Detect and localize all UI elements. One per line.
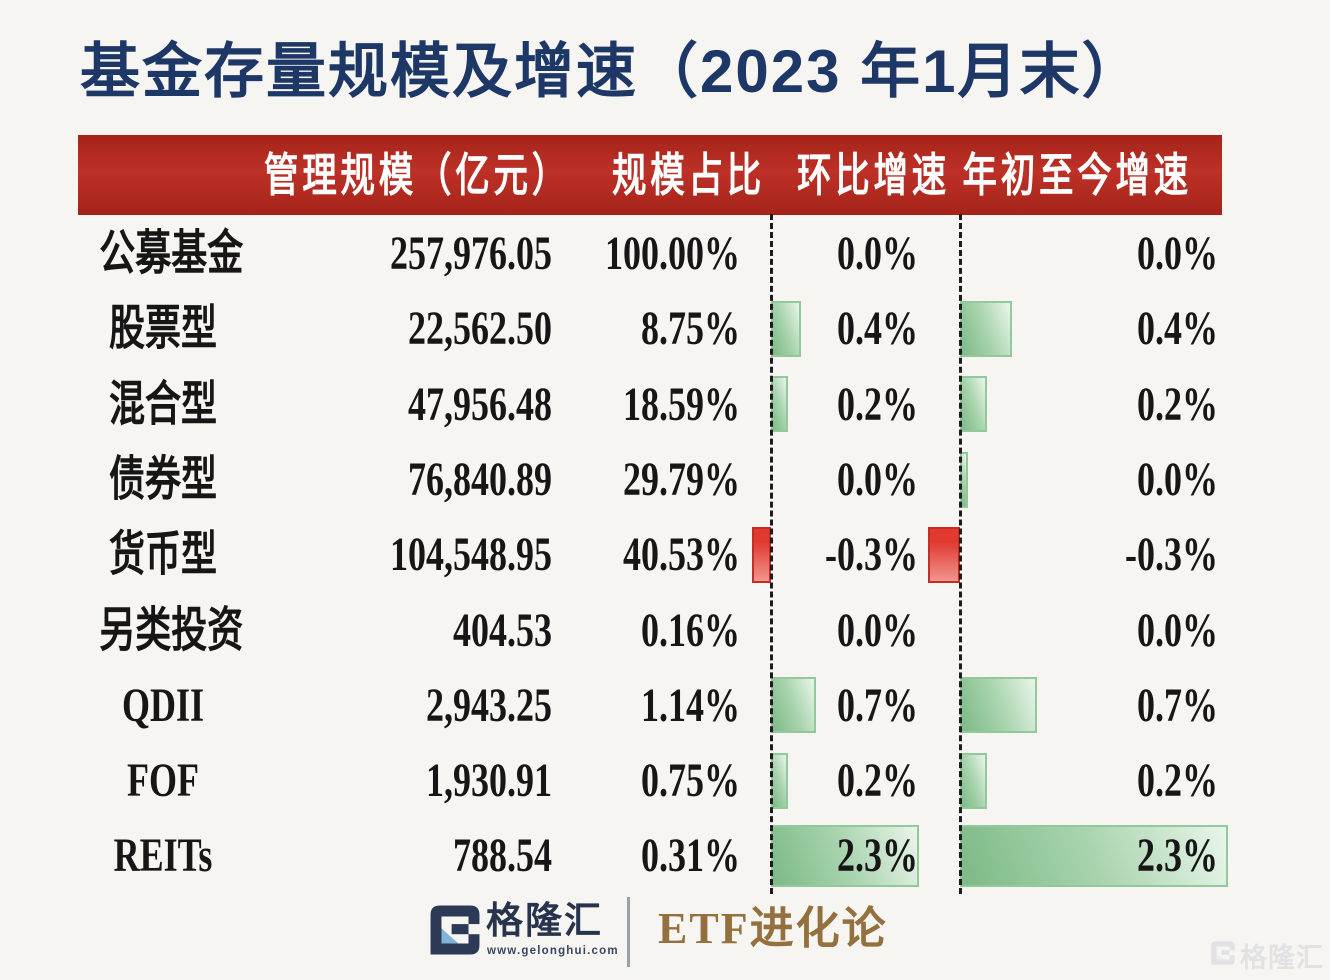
header-cell-aum: 管理规模（亿元）: [264, 150, 570, 201]
ytd-cell: 2.3%: [1137, 829, 1218, 883]
table-row: 混合型 47,956.48 18.59% 0.2% 0.2%: [78, 367, 1222, 443]
ytd-cell: 0.0%: [1137, 452, 1218, 506]
ytd-cell: -0.3%: [1125, 528, 1218, 582]
share-cell: 40.53%: [623, 528, 740, 582]
header-cell-ytd: 年初至今增速: [962, 150, 1192, 201]
table-row: 另类投资 404.53 0.16% 0.0% 0.0%: [78, 593, 1222, 669]
aum-cell: 47,956.48: [408, 377, 552, 431]
mom-cell: 0.0%: [837, 452, 918, 506]
label-cell: QDII: [121, 678, 205, 732]
label-cell: 股票型: [108, 302, 217, 356]
table-row: 货币型 104,548.95 40.53% -0.3% -0.3%: [78, 517, 1222, 593]
table-row: QDII 2,943.25 1.14% 0.7% 0.7%: [78, 668, 1222, 744]
ytd-bar: [960, 677, 1037, 734]
table-row: 公募基金 257,976.05 100.00% 0.0% 0.0%: [78, 216, 1222, 292]
ytd-cell: 0.0%: [1137, 227, 1218, 280]
ytd-bar: [960, 300, 1012, 357]
watermark-logo-icon: [1210, 939, 1236, 972]
brand-name: 格隆汇: [486, 900, 603, 941]
page-title: 基金存量规模及增速（2023 年1月末）: [80, 38, 1144, 105]
share-cell: 0.75%: [641, 754, 740, 808]
mom-cell: 0.0%: [837, 227, 918, 280]
label-cell: 债券型: [108, 452, 217, 506]
aum-cell: 788.54: [453, 829, 552, 883]
share-cell: 8.75%: [641, 302, 740, 356]
watermark-brand: 格隆汇: [1240, 943, 1324, 973]
ytd-cell: 0.0%: [1137, 603, 1218, 657]
brand-url: www.gelonghui.com: [487, 945, 619, 957]
label-cell: REITs: [113, 829, 213, 883]
share-cell: 1.14%: [641, 678, 740, 732]
share-cell: 100.00%: [605, 227, 740, 280]
ytd-cell: 0.7%: [1137, 678, 1218, 732]
mom-cell: 0.4%: [837, 302, 918, 356]
share-cell: 29.79%: [623, 452, 740, 506]
table-row: FOF 1,930.91 0.75% 0.2% 0.2%: [78, 743, 1222, 819]
zero-axis-ytd: [959, 214, 962, 894]
watermark: 格隆汇: [1210, 936, 1324, 975]
aum-cell: 22,562.50: [408, 302, 552, 356]
mom-cell: 0.0%: [837, 603, 918, 657]
ytd-cell: 0.2%: [1137, 377, 1218, 431]
aum-cell: 104,548.95: [390, 528, 552, 582]
ytd-cell: 0.2%: [1137, 754, 1218, 808]
ytd-bar: [960, 752, 987, 809]
share-cell: 0.31%: [641, 829, 740, 883]
channel-name: ETF进化论: [658, 904, 888, 953]
mom-cell: 0.7%: [837, 678, 918, 732]
share-cell: 0.16%: [641, 603, 740, 657]
table-row: 债券型 76,840.89 29.79% 0.0% 0.0%: [78, 442, 1222, 518]
gelonghui-logo-icon: [428, 901, 482, 964]
header-cell-mom: 环比增速: [797, 150, 950, 201]
mom-cell: 0.2%: [837, 754, 918, 808]
aum-cell: 404.53: [453, 603, 552, 657]
mom-bar: [771, 677, 816, 734]
mom-bar: [771, 376, 788, 433]
ytd-cell: 0.4%: [1137, 302, 1218, 356]
mom-cell: 2.3%: [837, 829, 918, 883]
aum-cell: 1,930.91: [426, 754, 552, 808]
table-row: 股票型 22,562.50 8.75% 0.4% 0.4%: [78, 291, 1222, 367]
ytd-bar: [960, 825, 1228, 888]
ytd-bar: [960, 376, 987, 433]
label-cell: 另类投资: [99, 603, 244, 657]
header-cell-share: 规模占比: [612, 150, 765, 201]
mom-bar: [771, 752, 788, 809]
aum-cell: 76,840.89: [408, 452, 552, 506]
mom-cell: -0.3%: [825, 528, 918, 582]
table-row: REITs 788.54 0.31% 2.3% 2.3%: [78, 818, 1228, 894]
label-cell: 货币型: [108, 528, 217, 582]
aum-cell: 2,943.25: [426, 678, 552, 732]
label-cell: 混合型: [108, 377, 217, 431]
footer-divider: [627, 897, 630, 967]
mom-bar: [771, 300, 801, 357]
label-cell: FOF: [127, 754, 199, 808]
ytd-bar: [928, 526, 960, 583]
share-cell: 18.59%: [623, 377, 740, 431]
table-header: 管理规模（亿元） 规模占比 环比增速 年初至今增速: [78, 135, 1222, 215]
zero-axis-mom: [770, 214, 773, 894]
label-cell: 公募基金: [99, 227, 244, 280]
mom-cell: 0.2%: [837, 377, 918, 431]
aum-cell: 257,976.05: [390, 227, 552, 280]
mom-bar: [752, 526, 771, 583]
